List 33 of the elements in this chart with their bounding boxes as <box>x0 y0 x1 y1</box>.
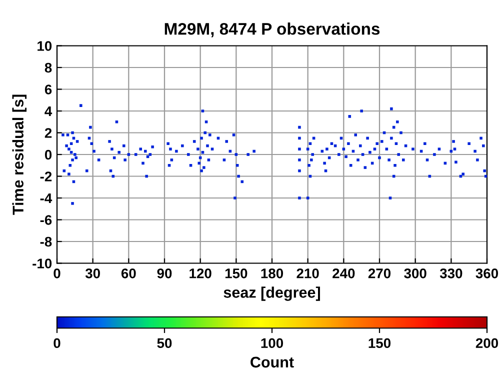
x-tick-label: 150 <box>225 268 248 278</box>
y-tick-label: 0 <box>44 150 52 160</box>
x-tick-label: 180 <box>261 268 284 278</box>
color-bar-label: 0 <box>54 338 60 348</box>
y-tick-label: 4 <box>44 106 52 116</box>
x-tick-label: 360 <box>476 268 498 278</box>
x-tick-label: 300 <box>404 268 426 278</box>
x-tick-label: 240 <box>332 268 355 278</box>
color-bar-label: 100 <box>261 338 284 348</box>
y-axis-title: Time residual [s] <box>12 94 27 215</box>
x-tick-label: 90 <box>157 268 172 278</box>
color-bar-label: 50 <box>157 338 172 348</box>
x-tick-label: 0 <box>54 268 60 278</box>
y-tick-label: -6 <box>40 215 52 225</box>
x-tick-label: 330 <box>440 268 462 278</box>
chart-title: M29M, 8474 P observations <box>164 22 380 38</box>
y-tick-label: -2 <box>40 172 52 182</box>
x-tick-label: 270 <box>368 268 391 278</box>
y-tick-label: 10 <box>38 41 52 51</box>
y-tick-label: 2 <box>44 128 52 138</box>
y-tick-label: -4 <box>40 193 52 204</box>
color-bar-label: 150 <box>368 338 391 348</box>
color-bar-title: Count <box>250 356 294 368</box>
y-tick-label: -10 <box>32 258 52 268</box>
x-tick-label: 120 <box>190 268 212 278</box>
color-bar-label: 200 <box>476 338 498 348</box>
y-tick-label: 8 <box>44 62 52 73</box>
x-axis-title: seaz [degree] <box>224 286 320 301</box>
y-tick-label: 6 <box>44 84 52 94</box>
x-tick-label: 30 <box>85 268 100 278</box>
x-tick-label: 60 <box>121 268 136 278</box>
x-tick-label: 210 <box>296 268 319 278</box>
y-tick-label: -8 <box>40 236 52 247</box>
